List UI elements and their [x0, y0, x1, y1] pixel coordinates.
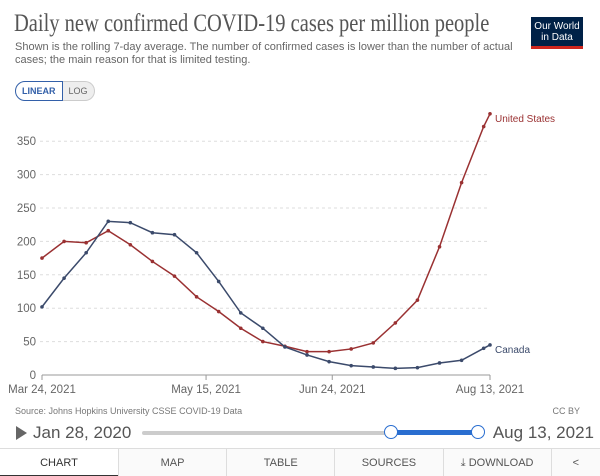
- tab-download[interactable]: ⤓ DOWNLOAD: [442, 449, 551, 476]
- y-tick-label: 350: [17, 136, 36, 148]
- y-tick-label: 50: [23, 337, 36, 349]
- scale-toggle: LINEAR LOG: [15, 81, 95, 101]
- log-scale-button[interactable]: LOG: [62, 81, 95, 101]
- data-point: [437, 244, 442, 249]
- data-point: [194, 295, 199, 299]
- data-point: [488, 343, 492, 347]
- data-point: [150, 230, 155, 235]
- data-point: [437, 361, 442, 365]
- tab-table[interactable]: TABLE: [226, 449, 335, 476]
- series-label: United States: [495, 114, 555, 125]
- x-tick-label: May 15, 2021: [171, 384, 241, 396]
- series-line-united-states: [41, 113, 491, 353]
- y-tick-label: 250: [17, 203, 36, 215]
- series-line-canada: [41, 220, 491, 370]
- data-point: [488, 112, 492, 116]
- share-icon: <: [572, 457, 580, 469]
- data-point: [261, 326, 265, 331]
- data-point: [84, 240, 88, 245]
- data-point: [128, 242, 133, 247]
- data-point: [40, 305, 44, 309]
- tab-map[interactable]: MAP: [117, 449, 227, 476]
- timeline-selected-range: [391, 430, 478, 435]
- tab-sources[interactable]: SOURCES: [334, 449, 443, 476]
- license-link[interactable]: CC BY: [552, 406, 580, 416]
- timeline-end-date: Aug 13, 2021: [492, 423, 594, 442]
- download-label: DOWNLOAD: [468, 457, 534, 469]
- timeline-slider-track[interactable]: [142, 431, 478, 435]
- data-point: [305, 349, 309, 354]
- data-point: [327, 349, 331, 354]
- data-point: [106, 228, 111, 233]
- y-tick-label: 300: [17, 170, 36, 182]
- data-point: [481, 346, 486, 351]
- chart-subtitle: Shown is the rolling 7-day average. The …: [15, 41, 513, 66]
- chart-title: Daily new confirmed COVID-19 cases per m…: [14, 10, 490, 37]
- timeline-end-handle[interactable]: [471, 425, 485, 439]
- x-tick-label: Aug 13, 2021: [456, 384, 524, 396]
- y-tick-label: 200: [17, 236, 36, 248]
- data-point: [415, 298, 420, 302]
- tab-chart[interactable]: CHART: [0, 449, 118, 476]
- data-point: [128, 220, 133, 225]
- y-tick-label: 0: [30, 370, 36, 382]
- data-point: [305, 353, 309, 357]
- data-point: [84, 250, 88, 255]
- data-point: [40, 256, 44, 260]
- data-point: [172, 274, 177, 278]
- data-point: [349, 363, 353, 368]
- data-point: [283, 345, 287, 349]
- data-point: [238, 311, 243, 315]
- data-point: [459, 180, 464, 185]
- linear-scale-button[interactable]: LINEAR: [15, 81, 63, 101]
- data-point: [216, 309, 221, 314]
- tab-bar: CHART MAP TABLE SOURCES ⤓ DOWNLOAD <: [0, 448, 600, 476]
- download-icon: ⤓: [460, 457, 469, 469]
- share-button[interactable]: <: [550, 449, 600, 476]
- x-tick-label: Jun 24, 2021: [299, 384, 366, 396]
- x-tick-label: Mar 24, 2021: [8, 384, 76, 396]
- source-note[interactable]: Source: Johns Hopkins University CSSE CO…: [15, 406, 243, 416]
- data-point: [62, 276, 66, 280]
- y-tick-label: 150: [17, 270, 36, 282]
- data-point: [327, 359, 331, 364]
- data-point: [371, 341, 376, 345]
- data-point: [393, 366, 398, 371]
- play-icon[interactable]: [16, 426, 27, 440]
- data-point: [349, 347, 353, 351]
- data-point: [261, 339, 265, 344]
- data-point: [194, 250, 199, 255]
- data-point: [415, 365, 420, 370]
- data-point: [238, 326, 243, 331]
- data-point: [150, 259, 155, 264]
- data-point: [481, 124, 486, 129]
- data-point: [106, 219, 111, 224]
- data-point: [62, 239, 66, 244]
- data-point: [371, 365, 376, 369]
- timeline-start-handle[interactable]: [384, 425, 398, 439]
- data-point: [393, 321, 398, 325]
- data-point: [459, 358, 464, 363]
- series-label: Canada: [495, 345, 530, 356]
- line-chart: 0 50 100 150 200 250 300 350 Mar 24, 2021 May 15,…: [8, 112, 555, 396]
- y-tick-label: 100: [17, 303, 36, 315]
- owid-logo[interactable]: Our World in Data: [531, 17, 583, 49]
- timeline-start-date: Jan 28, 2020: [33, 423, 132, 442]
- data-point: [172, 232, 177, 237]
- data-point: [216, 279, 221, 284]
